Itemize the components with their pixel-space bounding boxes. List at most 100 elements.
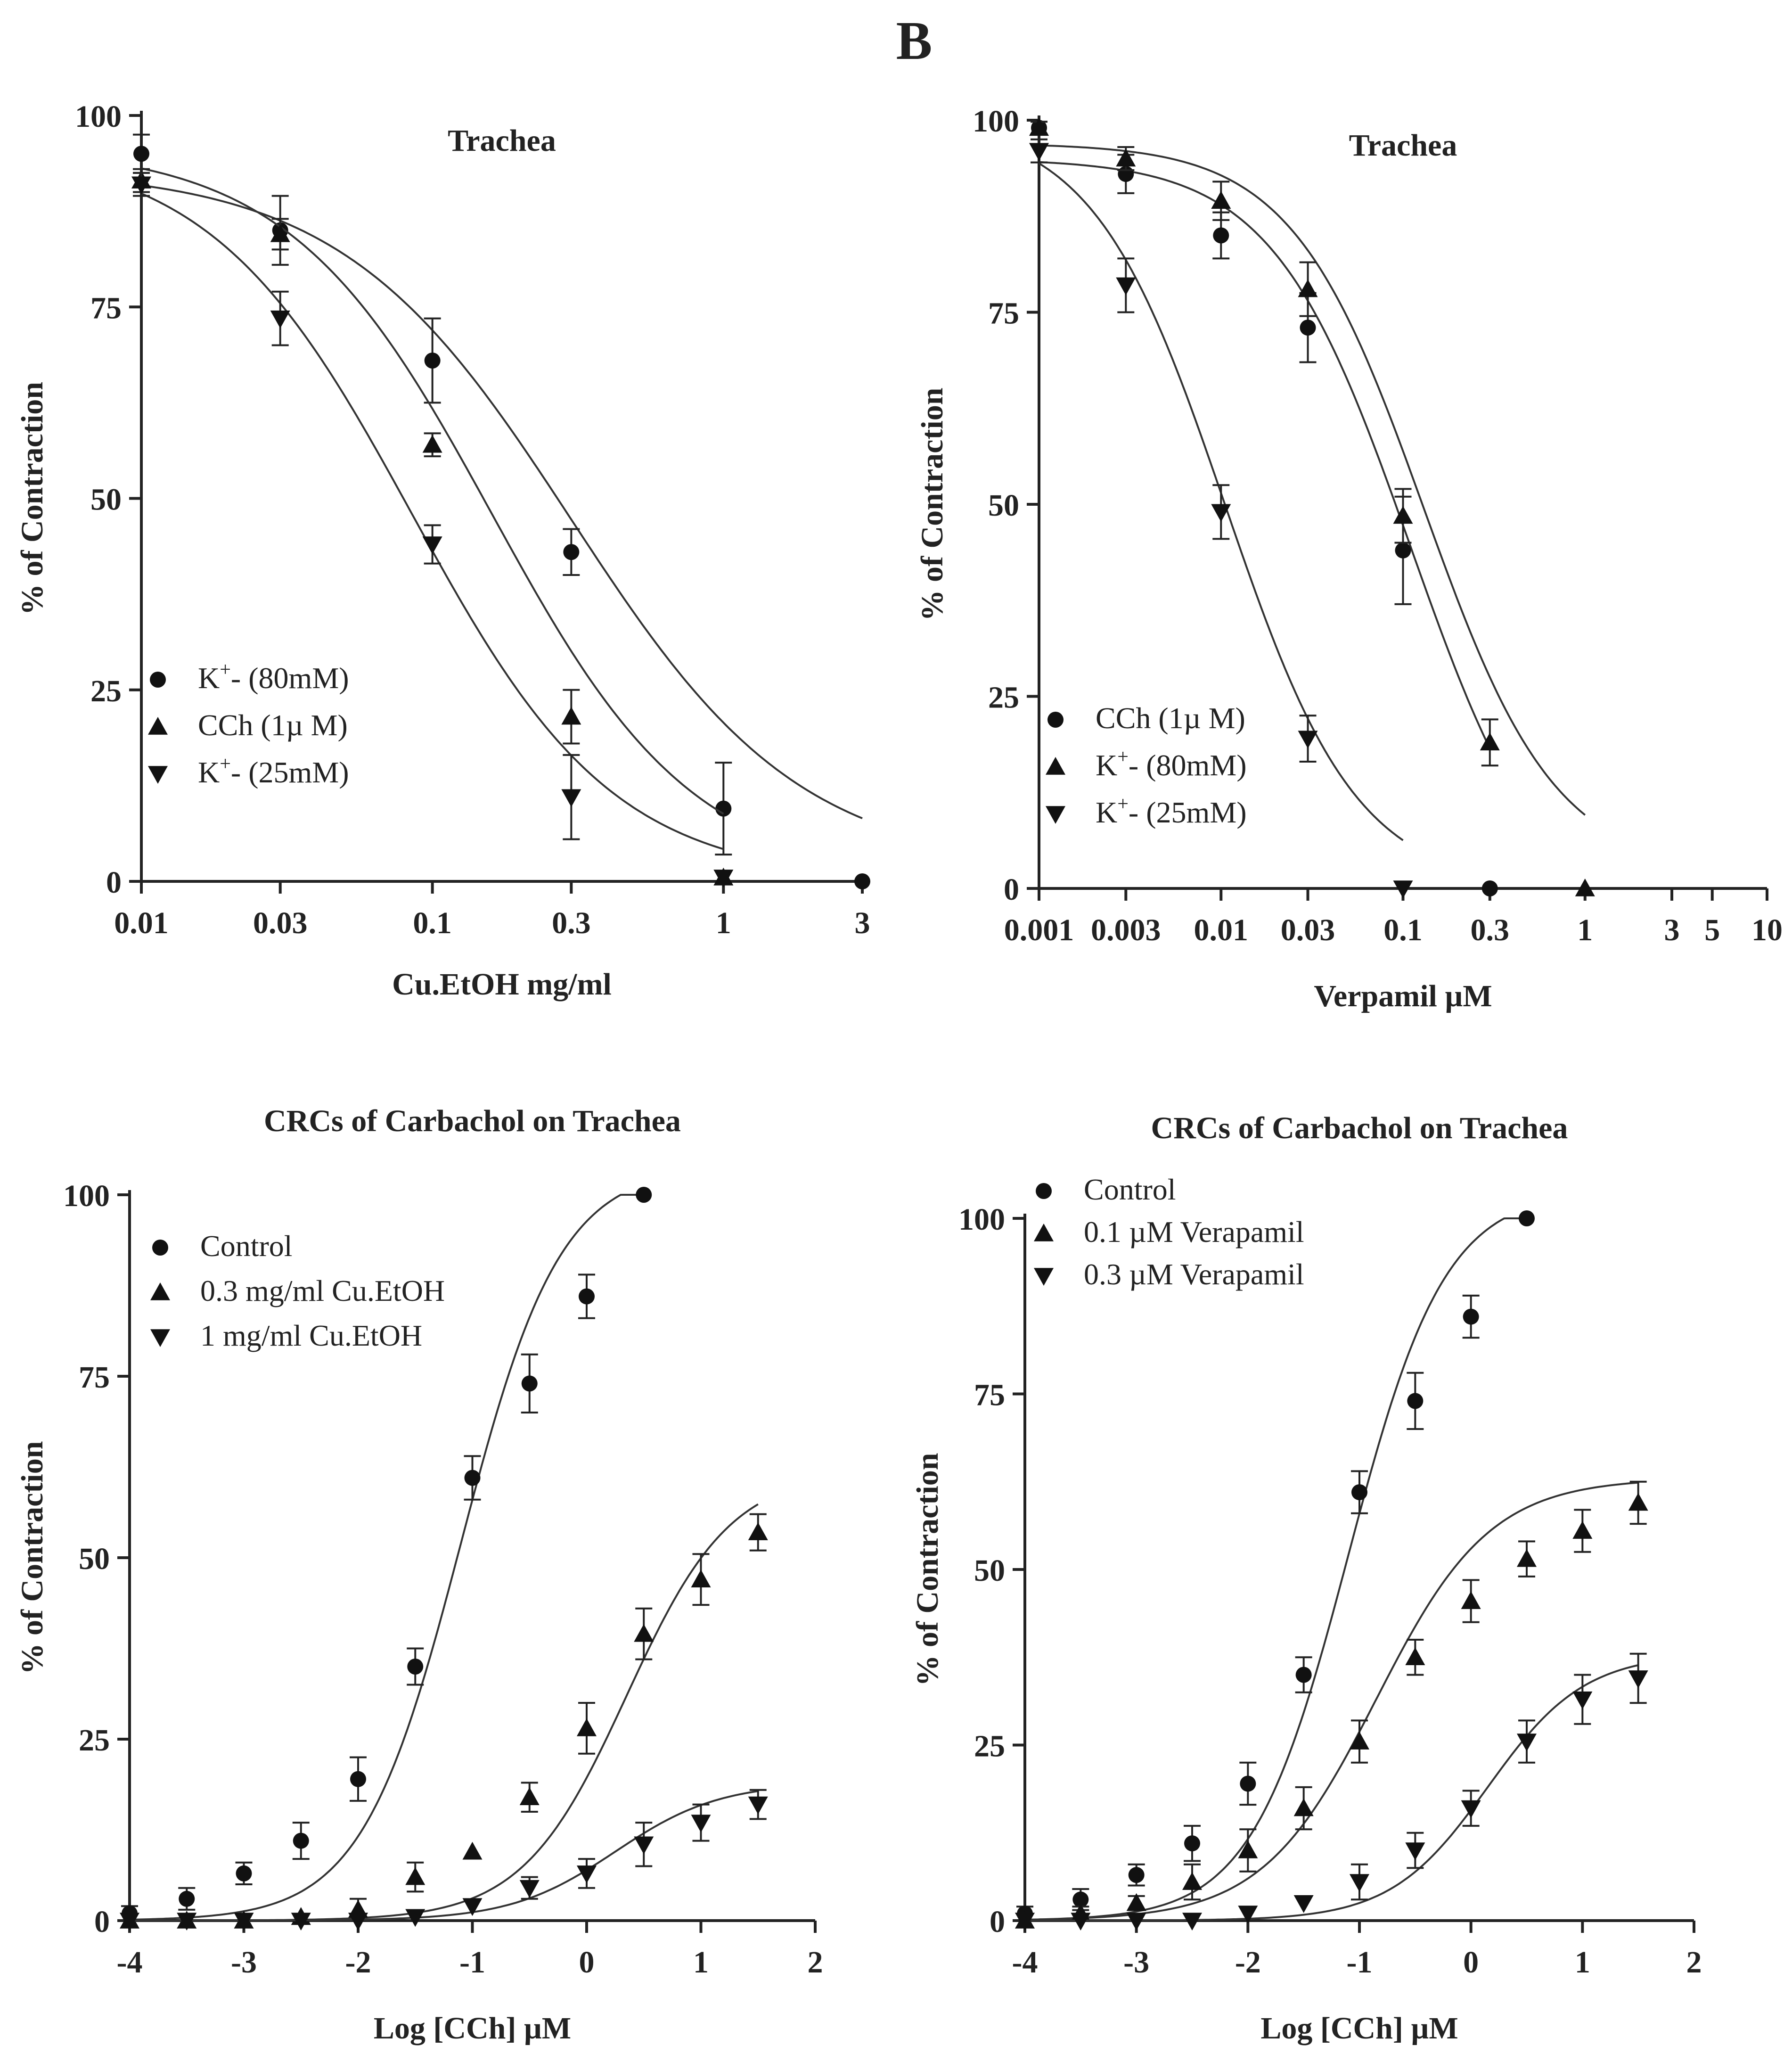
figure-panel-label: B [896, 11, 933, 71]
y-tick-label: 75 [974, 1378, 1005, 1413]
chart-cu-etoh-trachea: 0 25 50 75 100 0.01 0.03 0.1 0.3 1 3 Trachea Cu.EtOH… [15, 99, 870, 1002]
legend-label-text: 0.3 mg/ml Cu.EtOH [200, 1274, 445, 1307]
data-point [1393, 880, 1413, 898]
data-point [1029, 143, 1049, 161]
x-tick-label: 2 [1686, 1945, 1702, 1980]
data-point [1461, 1800, 1481, 1818]
y-tick-label: 100 [958, 1202, 1005, 1237]
y-tick-label: 75 [988, 296, 1019, 331]
data-point [1350, 1732, 1369, 1750]
series-0-3-mg-ml-cu-etoh [120, 1503, 768, 1929]
legend-label-text: K [198, 756, 220, 789]
y-axis-label: % of Contraction [915, 388, 949, 621]
x-tick-label: 5 [1704, 913, 1720, 947]
data-point [691, 1815, 711, 1833]
legend-label: Control [1084, 1173, 1176, 1206]
data-point [634, 1836, 654, 1855]
x-axis-label: Log [CCh] µM [1260, 2011, 1458, 2046]
x-tick-label: 0.3 [552, 906, 591, 940]
chart-crc-carbachol-verapamil: 0 25 50 75 100 -4 -3 -2 -1 0 1 2 CRCs of Carbachol o… [910, 1111, 1702, 2046]
data-point [1182, 1913, 1202, 1931]
data-point [422, 435, 442, 453]
x-tick-label: 0.003 [1091, 913, 1161, 947]
legend-item: 0.3 mg/ml Cu.EtOH [150, 1274, 445, 1307]
fit-curve [141, 167, 724, 815]
legend-item: Control [1036, 1173, 1176, 1206]
data-point [1405, 1842, 1425, 1860]
legend-label-suffix: - (25mM) [1129, 796, 1247, 829]
chart-title: Trachea [1349, 128, 1457, 163]
y-tick-label: 25 [90, 674, 122, 708]
series-0-3-m-verapamil [1015, 1652, 1648, 1931]
x-tick-label: 1 [1575, 1945, 1590, 1980]
legend-label-superscript: + [1117, 793, 1129, 815]
legend-label: 1 mg/ml Cu.EtOH [200, 1319, 422, 1352]
legend-label-superscript: + [1117, 746, 1129, 768]
x-tick-label: 1 [716, 906, 731, 940]
data-point [561, 707, 581, 725]
legend-marker [1046, 806, 1065, 824]
legend-label: K+- (80mM) [1096, 746, 1247, 782]
data-point [1184, 1835, 1200, 1852]
data-point [1480, 732, 1500, 751]
data-point [462, 1898, 483, 1916]
x-tick-label: 0 [579, 1945, 595, 1980]
data-point [348, 1913, 368, 1931]
y-tick-label: 50 [974, 1553, 1005, 1588]
y-tick-label: 25 [974, 1729, 1005, 1764]
x-tick-label: 0.1 [1383, 913, 1423, 947]
x-tick-label: 1 [693, 1945, 709, 1980]
data-point [405, 1909, 425, 1927]
series-1-mg-ml-cu-etoh [120, 1789, 768, 1931]
legend-label-text: 0.1 µM Verapamil [1084, 1215, 1304, 1249]
series-0-1-m-verapamil [1015, 1480, 1648, 1929]
data-point [1128, 1867, 1145, 1883]
legend-item: CCh (1µ M) [148, 708, 348, 742]
x-tick-label: 0.01 [114, 906, 169, 940]
x-tick-label: -1 [1347, 1945, 1373, 1980]
legend-marker [150, 1329, 170, 1347]
legend-item: 0.1 µM Verapamil [1034, 1215, 1304, 1249]
legend-marker [150, 1282, 170, 1300]
legend-item: K+- (25mM) [1046, 793, 1247, 829]
x-tick-label: 0.001 [1004, 913, 1074, 947]
x-tick-label: 0 [1463, 1945, 1479, 1980]
chart-title: Trachea [448, 123, 556, 158]
data-point [1211, 504, 1231, 522]
x-tick-label: 0.03 [253, 906, 308, 940]
legend-label-text: CCh (1µ M) [1096, 701, 1245, 735]
y-tick-label: 100 [63, 1179, 110, 1213]
data-point [1393, 506, 1413, 524]
y-tick-label: 50 [988, 488, 1019, 523]
data-point [1350, 1874, 1369, 1892]
data-point [563, 544, 580, 560]
data-point [1575, 879, 1595, 896]
legend-label-suffix: - (25mM) [231, 756, 349, 789]
data-point [234, 1913, 254, 1931]
data-point [293, 1832, 309, 1849]
x-tick-label: -4 [117, 1945, 143, 1980]
data-point [1293, 1895, 1314, 1913]
data-point [1395, 542, 1411, 559]
legend-label: CCh (1µ M) [1096, 701, 1245, 735]
legend-label-text: Control [200, 1229, 293, 1263]
data-point [1463, 1308, 1479, 1325]
data-point [1517, 1734, 1537, 1752]
data-point [1351, 1484, 1367, 1501]
legend-item: CCh (1µ M) [1047, 701, 1245, 735]
legend-label-text: K [1096, 796, 1117, 829]
legend-marker [150, 672, 166, 688]
x-tick-label: 0.3 [1471, 913, 1510, 947]
data-point [634, 1624, 654, 1642]
data-point [236, 1865, 252, 1881]
chart-title: CRCs of Carbachol on Trachea [1151, 1111, 1568, 1145]
data-point [519, 1787, 540, 1805]
y-tick-label: 100 [973, 104, 1019, 139]
legend-label: Control [200, 1229, 293, 1263]
legend-label-superscript: + [220, 659, 231, 681]
data-point [1211, 191, 1231, 209]
fit-curve [130, 1790, 759, 1922]
x-tick-label: -3 [1123, 1945, 1149, 1980]
fit-curve [1039, 144, 1586, 816]
x-tick-label: 3 [855, 906, 870, 940]
